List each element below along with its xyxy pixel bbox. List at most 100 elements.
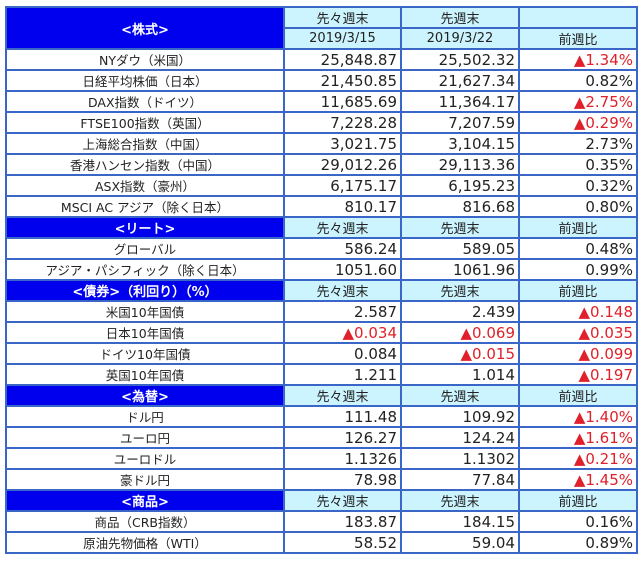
weekly-change: 0.89%: [518, 531, 638, 554]
table-row: 香港ハンセン指数（中国） 29,012.26 29,113.36 0.35%: [5, 153, 638, 176]
value-prev1: ▲0.069: [400, 321, 520, 344]
header-prev1: 先週末: [400, 384, 520, 407]
value-prev2: 25,848.87: [283, 48, 402, 71]
header-date-prev1: 2019/3/22: [400, 27, 520, 50]
value-prev2: 78.98: [283, 468, 402, 491]
header-prev2: 先々週末: [283, 384, 402, 407]
value-prev2: 1051.60: [283, 258, 402, 281]
header-prev1: 先週末: [400, 216, 520, 239]
value-prev1: 21,627.34: [400, 69, 520, 92]
weekly-change: ▲2.75%: [518, 90, 638, 113]
weekly-change: ▲0.148: [518, 300, 638, 323]
value-prev2: 183.87: [283, 510, 402, 533]
header-change: 前週比: [518, 27, 638, 50]
instrument-name: 香港ハンセン指数（中国）: [5, 153, 285, 176]
instrument-name: 日経平均株価（日本）: [5, 69, 285, 92]
instrument-name: 英国10年国債: [5, 363, 285, 386]
market-summary-table: <株式> 先々週末 先週末 2019/3/15 2019/3/22 前週比 NYダウ（米国）…: [5, 6, 638, 554]
value-prev2: 21,450.85: [283, 69, 402, 92]
value-prev2: 586.24: [283, 237, 402, 260]
value-prev2: 1.1326: [283, 447, 402, 470]
instrument-name: ドイツ10年国債: [5, 342, 285, 365]
weekly-change: ▲0.21%: [518, 447, 638, 470]
weekly-change: ▲1.61%: [518, 426, 638, 449]
instrument-name: ユーロドル: [5, 447, 285, 470]
instrument-name: FTSE100指数（英国）: [5, 111, 285, 134]
value-prev2: 29,012.26: [283, 153, 402, 176]
table-row: グローバル 586.24 589.05 0.48%: [5, 237, 638, 260]
value-prev1: 816.68: [400, 195, 520, 218]
header-prev2: 先々週末: [283, 6, 402, 29]
value-prev2: 1.211: [283, 363, 402, 386]
weekly-change: ▲1.40%: [518, 405, 638, 428]
section-header-row: <為替> 先々週末 先週末 前週比: [5, 384, 638, 407]
value-prev1: 1061.96: [400, 258, 520, 281]
section-title: <商品>: [5, 489, 285, 512]
instrument-name: NYダウ（米国）: [5, 48, 285, 71]
value-prev2: 111.48: [283, 405, 402, 428]
table-row: ドル円 111.48 109.92 ▲1.40%: [5, 405, 638, 428]
weekly-change: 0.16%: [518, 510, 638, 533]
weekly-change: ▲0.035: [518, 321, 638, 344]
table-row: 米国10年国債 2.587 2.439 ▲0.148: [5, 300, 638, 323]
value-prev1: 11,364.17: [400, 90, 520, 113]
section-title: <債券>（利回り）（%）: [5, 279, 285, 302]
table-row: 上海総合指数（中国） 3,021.75 3,104.15 2.73%: [5, 132, 638, 155]
value-prev1: 124.24: [400, 426, 520, 449]
weekly-change: 0.80%: [518, 195, 638, 218]
header-prev1: 先週末: [400, 279, 520, 302]
table-row: 商品（CRB指数） 183.87 184.15 0.16%: [5, 510, 638, 533]
table-row: 英国10年国債 1.211 1.014 ▲0.197: [5, 363, 638, 386]
weekly-change: ▲0.099: [518, 342, 638, 365]
value-prev2: 810.17: [283, 195, 402, 218]
value-prev1: 3,104.15: [400, 132, 520, 155]
value-prev1: 77.84: [400, 468, 520, 491]
value-prev2: 2.587: [283, 300, 402, 323]
instrument-name: 日本10年国債: [5, 321, 285, 344]
table-row: ドイツ10年国債 0.084 ▲0.015 ▲0.099: [5, 342, 638, 365]
header-date-prev2: 2019/3/15: [283, 27, 402, 50]
section-title: <株式>: [5, 6, 285, 50]
instrument-name: 上海総合指数（中国）: [5, 132, 285, 155]
table-row: ユーロドル 1.1326 1.1302 ▲0.21%: [5, 447, 638, 470]
instrument-name: 米国10年国債: [5, 300, 285, 323]
instrument-name: グローバル: [5, 237, 285, 260]
table-row: FTSE100指数（英国） 7,228.28 7,207.59 ▲0.29%: [5, 111, 638, 134]
section-header-row: <リート> 先々週末 先週末 前週比: [5, 216, 638, 239]
instrument-name: 原油先物価格（WTI）: [5, 531, 285, 554]
table-row: DAX指数（ドイツ） 11,685.69 11,364.17 ▲2.75%: [5, 90, 638, 113]
weekly-change: 0.48%: [518, 237, 638, 260]
value-prev1: ▲0.015: [400, 342, 520, 365]
value-prev1: 109.92: [400, 405, 520, 428]
table-row: アジア・パシフィック（除く日本） 1051.60 1061.96 0.99%: [5, 258, 638, 281]
value-prev1: 7,207.59: [400, 111, 520, 134]
value-prev1: 2.439: [400, 300, 520, 323]
weekly-change: 0.32%: [518, 174, 638, 197]
weekly-change: 0.35%: [518, 153, 638, 176]
header-change: 前週比: [518, 384, 638, 407]
instrument-name: アジア・パシフィック（除く日本）: [5, 258, 285, 281]
weekly-change: 2.73%: [518, 132, 638, 155]
table-row: 日本10年国債 ▲0.034 ▲0.069 ▲0.035: [5, 321, 638, 344]
header-change: 前週比: [518, 279, 638, 302]
value-prev2: 0.084: [283, 342, 402, 365]
value-prev2: 7,228.28: [283, 111, 402, 134]
table-row: 日経平均株価（日本） 21,450.85 21,627.34 0.82%: [5, 69, 638, 92]
value-prev2: ▲0.034: [283, 321, 402, 344]
instrument-name: 豪ドル円: [5, 468, 285, 491]
section-title: <リート>: [5, 216, 285, 239]
header-prev2: 先々週末: [283, 216, 402, 239]
weekly-change: ▲1.45%: [518, 468, 638, 491]
value-prev2: 3,021.75: [283, 132, 402, 155]
header-change-empty: [518, 6, 638, 29]
header-prev1: 先週末: [400, 489, 520, 512]
weekly-change: ▲0.29%: [518, 111, 638, 134]
value-prev2: 126.27: [283, 426, 402, 449]
weekly-change: ▲1.34%: [518, 48, 638, 71]
section-header-row: <株式> 先々週末 先週末: [5, 6, 638, 50]
instrument-name: ユーロ円: [5, 426, 285, 449]
section-title: <為替>: [5, 384, 285, 407]
table-row: ユーロ円 126.27 124.24 ▲1.61%: [5, 426, 638, 449]
table-row: MSCI AC アジア（除く日本） 810.17 816.68 0.80%: [5, 195, 638, 218]
value-prev1: 1.014: [400, 363, 520, 386]
